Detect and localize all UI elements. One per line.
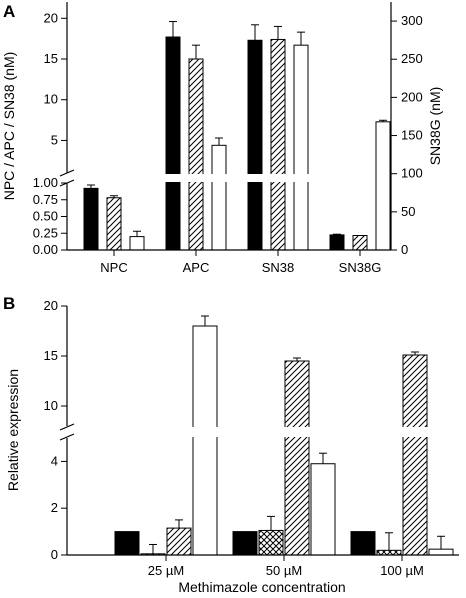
bar-npc-series-3 [129, 236, 145, 251]
panel-b-y-tick-label: 0 [51, 547, 58, 562]
panel-a-category-label-apc: APC [183, 260, 210, 275]
panel-a-bars [83, 21, 391, 251]
panel-b-bars [114, 315, 454, 556]
panel-b: 0 2 4 10 15 20 25 µM 50 µM 100 µM Relative expre… [5, 298, 459, 595]
panel-a-y-tick-label: 0.25 [33, 225, 58, 240]
panel-a-y-tick-label: 1.00 [33, 175, 58, 190]
bar-sn38-series-3 [293, 44, 309, 251]
panel-a-axes [59, 2, 392, 251]
bar-apc-series-2 [188, 58, 204, 251]
bar-sn38-series-1-break-gap [247, 174, 263, 182]
panel-a-y-tick-label: 10 [44, 92, 58, 107]
panel-a-right-tick-label: 200 [401, 89, 423, 104]
panel-a-right-tick-label: 300 [401, 13, 423, 28]
bar-sn38g-series-3 [375, 121, 391, 251]
panel-a: 0.000.250.500.751.0051015200501001502002… [1, 2, 443, 275]
bar-apc-series-3-break-gap [211, 174, 227, 182]
panel-a-axis-break-mark [59, 169, 75, 187]
panel-b-y-tick-label: 2 [51, 500, 58, 515]
panel-label-a: A [3, 2, 15, 21]
panel-a-y-tick-label: 0.00 [33, 242, 58, 257]
panel-a-right-tick-label: 100 [401, 166, 423, 181]
bar-apc-series-3 [211, 144, 227, 251]
panel-b-category-label-100-m: 100 µM [380, 563, 424, 578]
bar-25-m-series-3 [166, 527, 192, 556]
panel-b-y-tick-label: 4 [51, 453, 58, 468]
bar-50-m-series-4 [310, 463, 336, 556]
panel-a-right-tick-label: 150 [401, 128, 423, 143]
bar-100-m-series-2 [376, 549, 402, 556]
panel-b-y-tick-label: 10 [44, 398, 58, 413]
panel-b-category-label-25-m: 25 µM [148, 563, 184, 578]
panel-a-category-label-npc: NPC [100, 260, 127, 275]
bar-sn38-series-2-break-gap [270, 174, 286, 182]
panel-a-right-tick-label: 50 [401, 204, 415, 219]
bar-npc-series-2 [106, 197, 122, 251]
panel-a-y-tick-label: 0.50 [33, 209, 58, 224]
bar-sn38-series-2 [270, 38, 286, 251]
panel-b-axes [59, 306, 459, 556]
bar-50-m-series-2 [258, 529, 284, 556]
bar-100-m-series-3-break-gap [402, 427, 428, 437]
panel-a-right-axis-title: SN38G (nM) [427, 87, 443, 166]
panel-b-y-tick-label: 20 [44, 298, 58, 313]
panel-b-axis-break-mark [59, 423, 75, 441]
panel-b-y-axis-title: Relative expression [5, 369, 21, 491]
panel-a-y-tick-label: 15 [44, 51, 58, 66]
bar-25-m-series-1 [114, 531, 140, 556]
panel-b-category-label-50-m: 50 µM [266, 563, 302, 578]
panel-b-x-axis-title: Methimazole concentration [178, 579, 345, 595]
bar-apc-series-2-break-gap [188, 174, 204, 182]
bar-sn38-series-1 [247, 39, 263, 251]
bar-50-m-series-3 [284, 360, 310, 556]
bar-50-m-series-1 [232, 531, 258, 556]
panel-a-y-axis-title: NPC / APC / SN38 (nM) [1, 52, 17, 201]
bar-100-m-series-1 [350, 531, 376, 556]
bar-25-m-series-4 [192, 325, 218, 556]
panel-b-y-tick-label: 15 [44, 348, 58, 363]
panel-a-y-tick-label: 0.75 [33, 192, 58, 207]
bar-50-m-series-3-break-gap [284, 427, 310, 437]
panel-a-y-tick-label: 5 [51, 132, 58, 147]
bar-sn38g-series-2 [352, 235, 368, 251]
panel-a-right-tick-label: 250 [401, 51, 423, 66]
bar-100-m-series-4 [428, 548, 454, 556]
bar-apc-series-1 [165, 36, 181, 251]
bar-npc-series-1 [83, 187, 99, 251]
bar-apc-series-1-break-gap [165, 174, 181, 182]
bar-sn38-series-3-break-gap [293, 174, 309, 182]
panel-a-category-label-sn38: SN38 [262, 260, 295, 275]
panel-a-y-tick-label: 20 [44, 10, 58, 25]
bar-sn38g-series-1 [329, 234, 345, 251]
panel-label-b: B [3, 294, 15, 313]
panel-a-right-tick-label: 0 [401, 242, 408, 257]
bar-25-m-series-4-break-gap [192, 427, 218, 437]
panel-a-category-label-sn38g: SN38G [339, 260, 382, 275]
bar-100-m-series-3 [402, 354, 428, 556]
